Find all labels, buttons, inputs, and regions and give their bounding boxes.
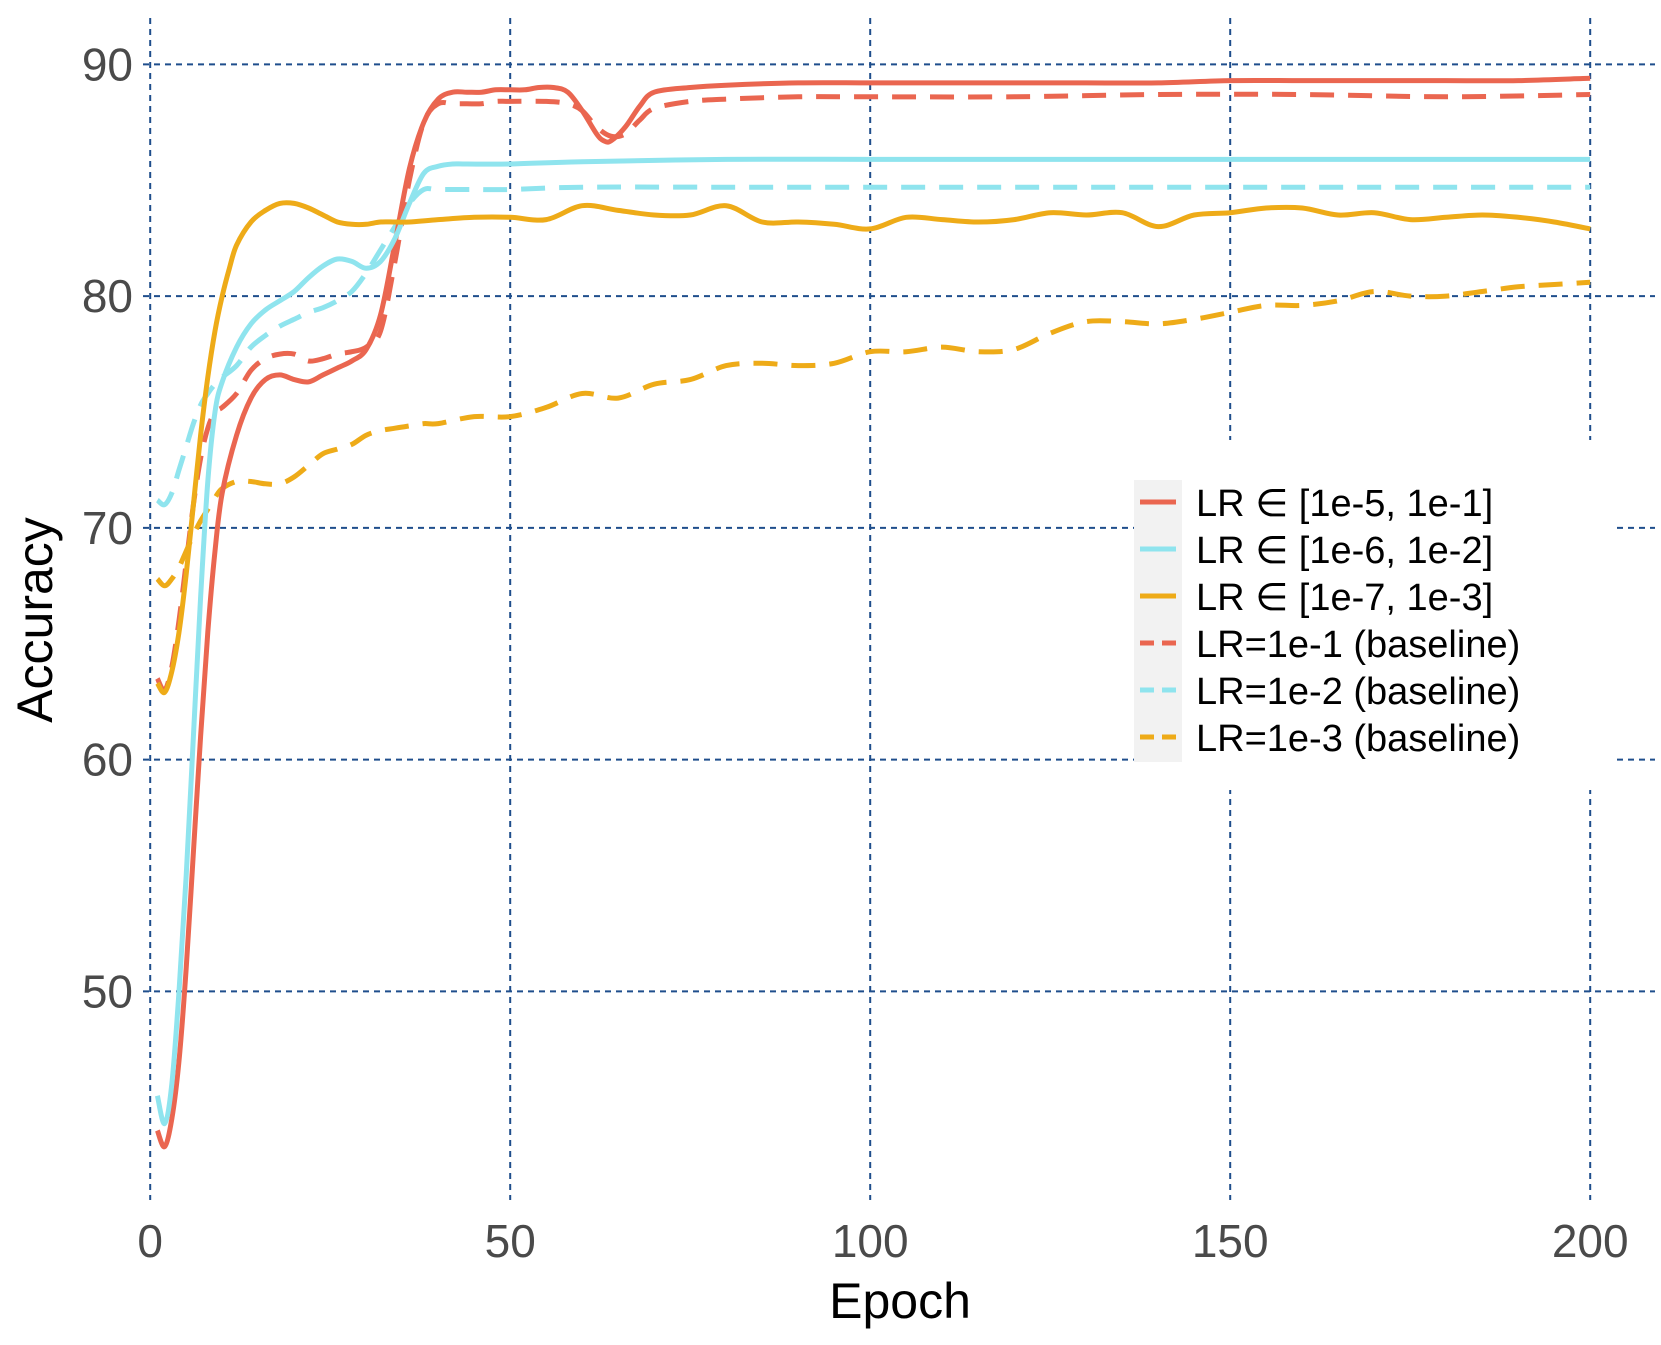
y-tick-label-60: 60 <box>82 734 133 786</box>
legend-label-5: LR=1e-2 (baseline) <box>1196 671 1520 713</box>
series-line-2 <box>154 156 1591 1127</box>
legend-label-3: LR ∈ [1e-7, 1e-3] <box>1196 577 1493 619</box>
series-line-1 <box>155 75 1591 1150</box>
x-tick-label-150: 150 <box>1192 1215 1269 1267</box>
x-tick-label-100: 100 <box>832 1215 909 1267</box>
legend-box <box>1134 440 1614 790</box>
x-axis-label: Epoch <box>829 1273 971 1329</box>
series-line-5 <box>155 184 1591 508</box>
legend-label-2: LR ∈ [1e-6, 1e-2] <box>1196 530 1493 572</box>
x-tick-label-0: 0 <box>137 1215 163 1267</box>
y-tick-label-70: 70 <box>82 502 133 554</box>
tick-labels: 0 50 100 150 200 50 60 70 80 90 <box>82 38 1629 1267</box>
series-line-3 <box>155 200 1591 696</box>
x-tick-label-200: 200 <box>1552 1215 1629 1267</box>
legend: LR ∈ [1e-5, 1e-1] LR ∈ [1e-6, 1e-2] LR ∈ [… <box>1134 440 1614 790</box>
legend-background <box>1134 480 1182 762</box>
legend-label-1: LR ∈ [1e-5, 1e-1] <box>1196 483 1493 525</box>
grid-lines <box>143 18 1655 1200</box>
series-lines <box>154 75 1591 1150</box>
legend-label-6: LR=1e-3 (baseline) <box>1196 718 1520 760</box>
x-tick-label-50: 50 <box>485 1215 536 1267</box>
series-line-4 <box>155 91 1591 693</box>
y-axis-label: Accuracy <box>7 517 63 723</box>
y-tick-label-90: 90 <box>82 38 133 90</box>
y-tick-label-80: 80 <box>82 270 133 322</box>
y-tick-label-50: 50 <box>82 965 133 1017</box>
legend-label-4: LR=1e-1 (baseline) <box>1196 624 1520 666</box>
